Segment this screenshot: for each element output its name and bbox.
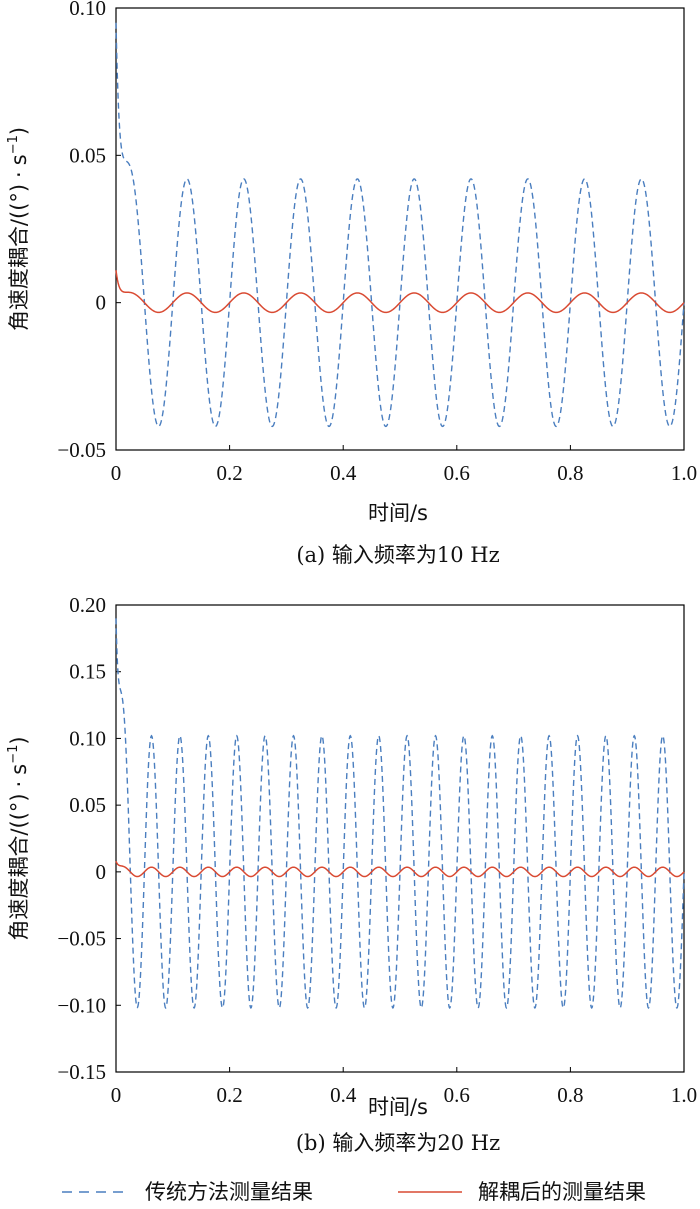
panel-a-xtick-label: 0.2 bbox=[216, 461, 242, 485]
ylabel-main: 角速度耦合/((°) bbox=[7, 184, 31, 331]
panel-a-series-decoupled bbox=[115, 270, 685, 314]
panel-a-ytick-label: 0 bbox=[96, 291, 107, 315]
panel-a-xtick-label: 1.0 bbox=[671, 461, 697, 485]
legend-label-traditional: 传统方法测量结果 bbox=[145, 1180, 313, 1204]
ylabel-main: 角速度耦合/((°) bbox=[7, 793, 31, 940]
panel-b-xtick-label: 1.0 bbox=[671, 1083, 697, 1107]
panel-a-ytick-label: 0.10 bbox=[69, 0, 106, 20]
panel-b-xtick-label: 0 bbox=[111, 1083, 122, 1107]
panel-b-caption: (b) 输入频率为20 Hz bbox=[296, 1131, 500, 1155]
panel-b-xtick-label: 0.8 bbox=[557, 1083, 583, 1107]
panel-b-series-traditional bbox=[115, 618, 685, 1010]
panel-a-ytick-label: 0.05 bbox=[69, 143, 106, 167]
panel-b-xlabel: 时间/s bbox=[368, 1095, 428, 1119]
ylabel-exponent: −1 bbox=[6, 135, 21, 154]
panel-b-xtick-label: 0.6 bbox=[444, 1083, 470, 1107]
panel-b-ytick-label: 0 bbox=[96, 860, 107, 884]
panel-a-xlabel: 时间/s bbox=[368, 501, 428, 525]
panel-a-ylabel-text: 角速度耦合/((°) · s−1) bbox=[6, 127, 31, 331]
panel-a-ytick-label: −0.05 bbox=[57, 438, 106, 462]
panel-a-xtick-label: 0.8 bbox=[557, 461, 583, 485]
panel-b-ylabel-text: 角速度耦合/((°) · s−1) bbox=[6, 736, 31, 940]
panel-b-ytick-label: −0.10 bbox=[57, 993, 106, 1017]
panel-b-ytick-label: 0.20 bbox=[69, 593, 106, 617]
panel-a-xtick-label: 0.4 bbox=[330, 461, 357, 485]
ylabel-exponent: −1 bbox=[6, 745, 21, 764]
ylabel-unit: s bbox=[7, 154, 31, 165]
panel-a-xtick-label: 0 bbox=[111, 461, 122, 485]
panel-a-chart: 角速度耦合/((°) · s−1) 时间/s (a) 输入频率为10 Hz 0 0.2… bbox=[6, 0, 697, 567]
panel-b-ytick-label: 0.05 bbox=[69, 793, 106, 817]
panel-b-series-decoupled bbox=[115, 860, 685, 878]
panel-b-xtick-label: 0.2 bbox=[216, 1083, 242, 1107]
panel-b-ytick-label: −0.15 bbox=[57, 1060, 106, 1084]
panel-b-xtick-label: 0.4 bbox=[330, 1083, 357, 1107]
legend-label-decoupled: 解耦后的测量结果 bbox=[478, 1180, 646, 1204]
panel-b-ylabel: 角速度耦合/((°) · s−1) bbox=[6, 736, 31, 940]
panel-a-caption: (a) 输入频率为10 Hz bbox=[296, 543, 499, 567]
panel-b-ytick-label: 0.10 bbox=[69, 726, 106, 750]
panel-a-xtick-label: 0.6 bbox=[444, 461, 470, 485]
legend: 传统方法测量结果 解耦后的测量结果 bbox=[62, 1180, 646, 1204]
panel-b-ytick-label: 0.15 bbox=[69, 660, 106, 684]
ylabel-unit: s bbox=[7, 764, 31, 775]
ylabel-dot: · bbox=[7, 171, 31, 178]
panel-b-axes-frame bbox=[115, 604, 685, 1073]
ylabel-dot: · bbox=[7, 781, 31, 788]
ylabel-close: ) bbox=[7, 127, 31, 135]
panel-a-series-traditional bbox=[115, 22, 685, 428]
ylabel-close: ) bbox=[7, 736, 31, 744]
panel-b-ytick-label: −0.05 bbox=[57, 927, 106, 951]
panel-a-axes-frame bbox=[115, 7, 685, 451]
panel-a-ylabel: 角速度耦合/((°) · s−1) bbox=[6, 127, 31, 331]
panel-b-chart: 角速度耦合/((°) · s−1) 时间/s (b) 输入频率为20 Hz 0 0.2… bbox=[6, 593, 697, 1155]
